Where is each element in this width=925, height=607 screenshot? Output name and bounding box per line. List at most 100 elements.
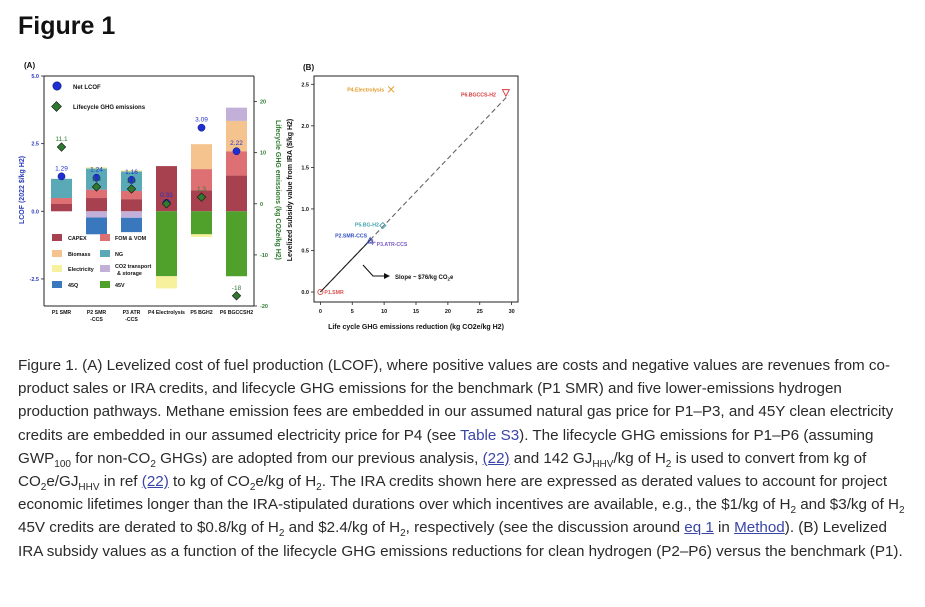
legend-fom-vom-swatch [100, 234, 110, 241]
bar-segment-q45 [86, 217, 107, 235]
figure-graphic: (A) 5.0 2.5 0.0 -2.5 20 10 0 -10 -20 LCOF (2022… [19, 61, 519, 331]
scatter-point-label: P6.BGCCS-H2 [461, 93, 496, 99]
legend-ng-swatch [100, 250, 110, 257]
bar-segment-fom_vom [226, 151, 247, 176]
bar-segment-capex [156, 166, 177, 212]
bar-segment-capex [86, 198, 107, 212]
panel-a-right-axis-title: Lifecycle GHG emissions (kg CO2e/kg H2) [274, 120, 281, 260]
bar-segment-ng [51, 178, 72, 199]
bar-segment-v45 [156, 211, 177, 277]
category-label-line2: -CCS [90, 317, 103, 323]
eq-1-link[interactable]: eq 1 [684, 519, 714, 537]
legend-co2-label-line1: CO2 transport [115, 264, 151, 270]
left-tick-label: -2.5 [30, 277, 39, 283]
fit-line-solid [319, 238, 372, 293]
category-label: P5 BGH2 [190, 310, 212, 316]
net-lcof-point [197, 123, 206, 132]
ghg-point [56, 142, 67, 152]
net-lcof-label: 1.24 [90, 167, 103, 174]
ghg-label: -18 [232, 285, 242, 292]
legend-ghg-label: Lifecycle GHG emissions [73, 105, 146, 111]
legend-biomass-label: Biomass [68, 252, 90, 258]
y-tick-label: 0.0 [301, 290, 309, 296]
y-tick-label: 0.5 [301, 248, 309, 254]
net-lcof-point [57, 172, 66, 181]
bar-segment-v45 [191, 211, 212, 235]
scatter-point-p6-bgccs-h2 [501, 89, 511, 98]
category-label: P1 SMR [52, 310, 72, 316]
bar-segment-electricity_p4 [191, 234, 212, 237]
fit-line [319, 94, 509, 293]
bar-segment-capex [121, 199, 142, 212]
y-tick-label: 1.5 [301, 165, 309, 171]
legend-co2-swatch [100, 265, 110, 272]
bar-segment-co2 [86, 211, 107, 218]
bar-segment-q45 [121, 217, 142, 233]
panel-b-label: (B) [303, 63, 314, 72]
x-tick-label: 20 [445, 309, 451, 315]
bar-segment-fom_vom [121, 191, 142, 200]
category-label: P6 BGCCSH2 [220, 310, 253, 316]
category-label: P2 SMR [87, 310, 107, 316]
legend-capex-label: CAPEX [68, 236, 87, 242]
left-tick-label: 2.5 [31, 142, 39, 148]
legend-45v-swatch [100, 281, 110, 288]
figure-caption: Figure 1. (A) Levelized cost of fuel pro… [18, 357, 905, 560]
slope-annotation: Slope ~ $76/kg CO2e [395, 275, 454, 282]
ghg-label: 2.9 [127, 178, 136, 185]
right-tick-label: -20 [260, 304, 268, 310]
right-tick-label: 10 [260, 151, 266, 157]
net-lcof-label: 1.16 [125, 169, 138, 176]
legend-net-lcof-label: Net LCOF [73, 85, 101, 91]
scatter-point-p4-electrolysis [387, 85, 395, 93]
bar-segment-electricity_p4 [156, 276, 177, 289]
category-label: P4 Electrolysis [148, 310, 185, 316]
panel-b-plot-frame [313, 75, 519, 303]
legend-45q-label: 45Q [68, 283, 78, 289]
legend-biomass-swatch [52, 250, 62, 257]
slope-arrow [362, 264, 384, 277]
table-s3-link[interactable]: Table S3 [460, 426, 520, 444]
method-link[interactable]: Method [734, 519, 785, 537]
legend-co2-label-line2: & storage [117, 271, 142, 277]
panel-a-left-axis-title: LCOF (2022 $/kg H2) [19, 156, 26, 224]
scatter-point-p3-atr-ccs [369, 239, 376, 246]
slope-arrow-head [384, 273, 390, 279]
y-tick-label: 2.0 [301, 124, 309, 130]
x-tick-label: 25 [477, 309, 483, 315]
y-tick-label: 2.5 [301, 82, 309, 88]
bar-segment-v45 [226, 211, 247, 277]
bar-segment-fom_vom [51, 198, 72, 204]
panel-b-x-axis-title: Life cycle GHG emissions reduction (kg C… [328, 324, 504, 331]
panel-a-label: (A) [24, 61, 35, 70]
scatter-point-p5-bg-h2 [379, 221, 387, 230]
category-label-line2: -CCS [125, 317, 138, 323]
panel-b-y-axis-title: Levelized subsidy value from IRA ($/kg H… [287, 119, 294, 262]
ref-22-link[interactable]: (22) [482, 449, 510, 467]
scatter-point-p2-smr-ccs [366, 236, 374, 244]
right-tick-label: -10 [260, 253, 268, 259]
bar-segment-fom_vom [86, 189, 107, 199]
right-tick-label: 20 [260, 100, 266, 106]
bar-segment-co2 [121, 211, 142, 218]
x-tick-label: 5 [351, 309, 354, 315]
legend-capex-swatch [52, 234, 62, 241]
x-tick-label: 30 [509, 309, 515, 315]
legend-fom-vom-label: FOM & VOM [115, 236, 147, 242]
ref-22-link-2[interactable]: (22) [141, 473, 169, 491]
bar-segment-electricity [121, 170, 142, 172]
legend-ng-label: NG [115, 252, 123, 258]
net-lcof-label: 2.22 [230, 140, 243, 147]
legend-electricity-label: Electricity [68, 267, 94, 273]
y-tick-label: 1.0 [301, 207, 309, 213]
bar-segment-biomass [191, 144, 212, 170]
figure-heading: Figure 1 [18, 12, 116, 40]
net-lcof-label: 3.09 [195, 117, 208, 124]
scatter-point-label: P2.SMR-CCS [335, 234, 368, 240]
net-lcof-point [127, 176, 136, 184]
x-tick-label: 10 [381, 309, 387, 315]
ghg-point [126, 184, 137, 194]
ghg-point [231, 291, 242, 301]
net-lcof-point [92, 173, 101, 182]
x-tick-label: 0 [319, 309, 322, 315]
